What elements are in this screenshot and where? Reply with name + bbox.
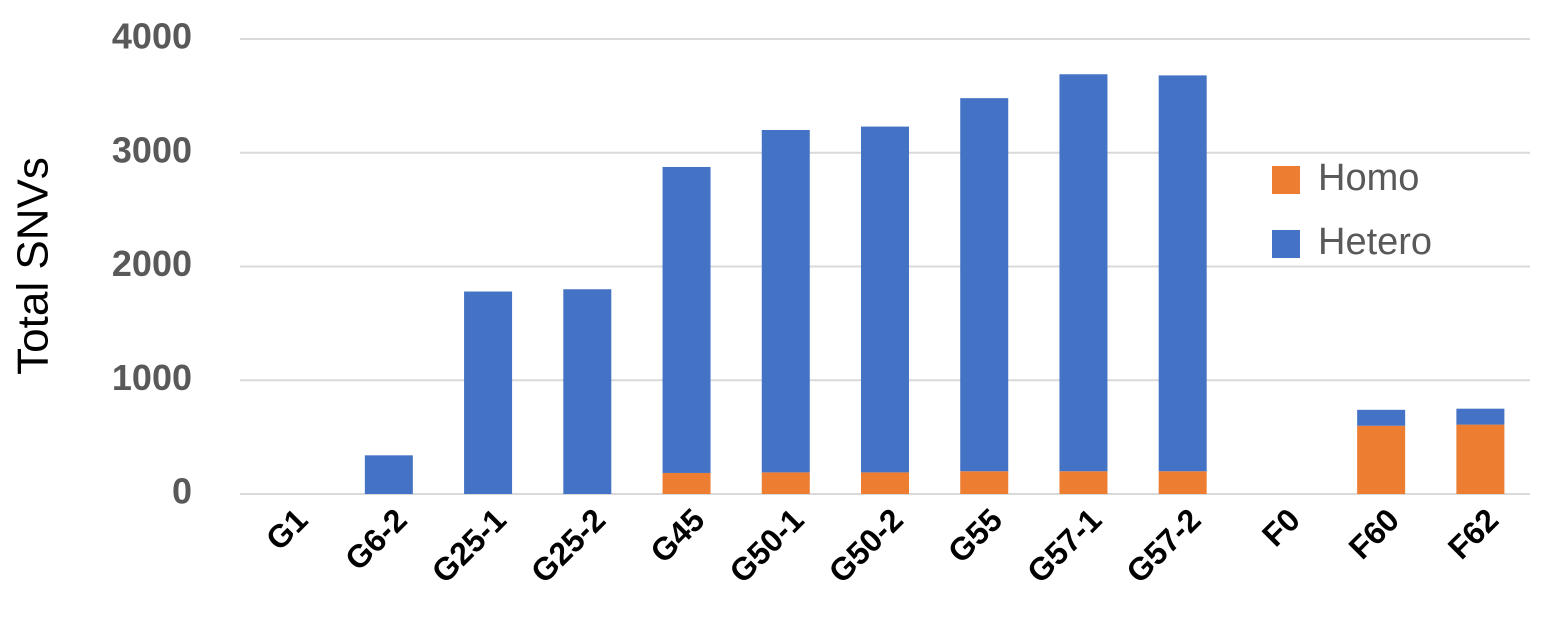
bar-segment xyxy=(1456,408,1505,425)
bar-segment xyxy=(662,166,711,473)
bar-segment xyxy=(960,471,1009,494)
legend-label: Homo xyxy=(1318,157,1419,199)
x-tick-label: G50-2 xyxy=(822,501,910,589)
bar-segment xyxy=(1059,74,1108,472)
x-tick-label: G1 xyxy=(259,501,315,557)
y-tick-label: 4000 xyxy=(112,16,192,57)
bar-segment xyxy=(1158,471,1207,494)
bar-segment xyxy=(464,291,513,494)
bar-segment xyxy=(364,455,413,494)
x-tick-label: F60 xyxy=(1342,501,1406,565)
bar-segment xyxy=(761,130,810,473)
y-tick-label: 1000 xyxy=(112,357,192,398)
bar-segment xyxy=(563,289,612,494)
bar-segment xyxy=(1357,425,1406,494)
x-tick-label: G25-1 xyxy=(425,501,513,589)
bar-segment xyxy=(861,126,909,473)
x-tick-label: G50-1 xyxy=(722,501,810,589)
y-tick-label: 0 xyxy=(172,471,192,512)
y-tick-label: 3000 xyxy=(112,129,192,170)
bar-segment xyxy=(1357,409,1406,426)
legend-label: Hetero xyxy=(1318,221,1432,263)
x-tick-label: G57-2 xyxy=(1119,501,1207,589)
bar-segment xyxy=(960,98,1009,472)
x-tick-label: F0 xyxy=(1255,501,1307,553)
bar-segment xyxy=(861,472,909,494)
legend-swatch xyxy=(1272,166,1300,194)
y-axis-title: Total SNVs xyxy=(9,157,58,375)
x-tick-label: G57-1 xyxy=(1020,501,1108,589)
bar-segment xyxy=(1456,424,1505,494)
x-tick-label: F62 xyxy=(1441,501,1505,565)
x-tick-label: G45 xyxy=(643,501,711,569)
legend-swatch xyxy=(1272,230,1300,258)
x-tick-label: G6-2 xyxy=(338,501,414,577)
bar-segment xyxy=(1158,75,1207,472)
bar-segment xyxy=(761,472,810,494)
x-tick-label: G55 xyxy=(941,501,1009,569)
bar-segment xyxy=(1059,471,1108,494)
y-tick-label: 2000 xyxy=(112,243,192,284)
x-tick-label: G25-2 xyxy=(524,501,612,589)
bar-segment xyxy=(662,472,711,494)
